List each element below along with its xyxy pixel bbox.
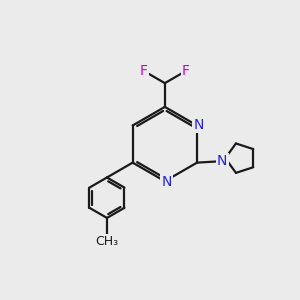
Text: CH₃: CH₃: [95, 235, 119, 248]
Text: F: F: [140, 64, 148, 78]
Text: N: N: [193, 118, 204, 132]
Text: N: N: [161, 175, 172, 189]
Text: N: N: [217, 154, 227, 168]
Text: F: F: [182, 64, 190, 78]
